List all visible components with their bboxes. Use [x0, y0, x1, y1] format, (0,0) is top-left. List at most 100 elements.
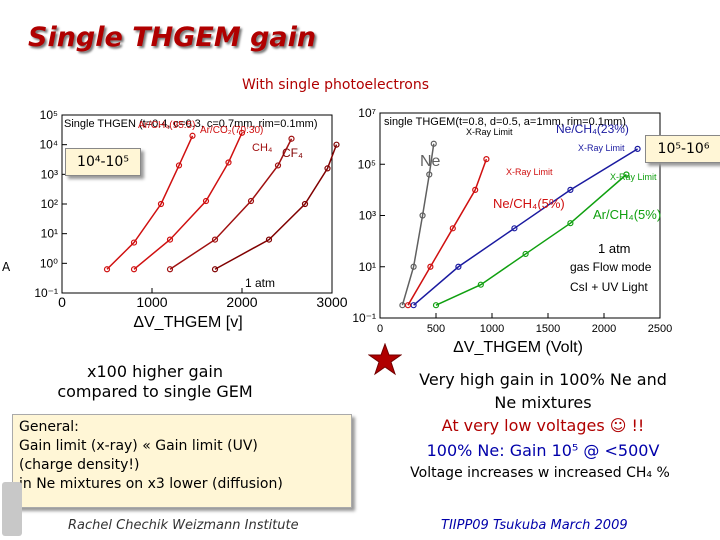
x-tick-label: 1000: [136, 294, 167, 310]
x-axis-label: ΔV_THGEM (Volt): [453, 339, 583, 356]
footer-author: Rachel Chechik Weizmann Institute: [68, 518, 299, 533]
series-label: Ar/CH₄(95:5): [138, 120, 195, 131]
gain-range-badge-left: 10⁴-10⁵: [65, 148, 141, 176]
slide-subtitle: With single photoelectrons: [242, 77, 429, 93]
data-point: [432, 302, 440, 309]
chart-annotation: X-Ray Limit: [466, 127, 513, 137]
left-note-line1: x100 higher gain: [86, 362, 224, 381]
y-tick-label: 10⁻¹: [352, 311, 376, 325]
series-label: Ar/CH₄(5%): [593, 207, 661, 222]
y-tick-label: 10⁰: [40, 256, 58, 270]
x-tick-label: 500: [427, 323, 445, 335]
data-point: [567, 186, 574, 193]
data-point: [426, 171, 433, 178]
data-point: [166, 266, 174, 273]
data-point: [567, 220, 574, 227]
data-point: [419, 212, 426, 219]
data-point: [225, 159, 232, 166]
data-point: [238, 129, 246, 136]
right-note-line2: Ne mixtures: [494, 393, 592, 412]
star-icon: [368, 343, 402, 376]
gain-range-badge-right: 10⁵-10⁶: [645, 135, 720, 163]
x-tick-label: 0: [58, 294, 66, 310]
y-tick-label: 10⁴: [39, 138, 58, 152]
series-line: [407, 158, 488, 306]
data-point: [427, 263, 434, 270]
y-tick-label: 10³: [359, 209, 376, 223]
institute-logo: [2, 482, 22, 536]
series-line: [169, 138, 293, 270]
data-point: [511, 225, 518, 232]
chart-annotation: CsI + UV Light: [570, 280, 648, 294]
data-point: [477, 281, 484, 288]
data-point: [130, 239, 138, 246]
series-label: Ar/CO₂(70:30): [200, 125, 263, 136]
x-tick-label: 2500: [648, 323, 672, 335]
chart-title: Single THGEN (t=0.4, c=0.3, c=0.7mm, rim…: [64, 118, 318, 130]
series-line: [435, 173, 627, 306]
data-point: [103, 266, 111, 273]
right-note-line4: 100% Ne: Gain 10⁵ @ <500V: [426, 441, 660, 460]
series-line: [401, 143, 435, 306]
series-label: CH₄: [252, 142, 273, 154]
data-point: [166, 236, 174, 243]
chart-annotation: X-Ray Limit: [610, 172, 657, 182]
data-point: [211, 236, 219, 243]
series-label: Ne: [420, 153, 441, 170]
data-point: [410, 302, 417, 309]
data-point: [211, 266, 219, 273]
general-line: Gain limit (x-ray) « Gain limit (UV): [19, 438, 258, 454]
right-note-line1: Very high gain in 100% Ne and: [419, 370, 667, 389]
y-tick-label: 10¹: [41, 227, 58, 241]
data-point: [265, 236, 273, 243]
data-point: [202, 197, 210, 205]
data-point: [333, 141, 340, 148]
data-point: [399, 302, 406, 309]
general-notes-box: General: Gain limit (x-ray) « Gain limit…: [12, 414, 352, 508]
x-tick-label: 2000: [226, 294, 257, 310]
left-note-line2: compared to single GEM: [57, 382, 253, 401]
slide-title: Single THGEM gain: [28, 22, 317, 53]
data-point: [483, 156, 490, 163]
x-tick-label: 3000: [316, 294, 347, 310]
y-tick-label: 10⁵: [40, 108, 58, 122]
data-point: [634, 145, 641, 152]
chart-annotation: X-Ray Limit: [506, 167, 553, 177]
y-tick-label: 10⁷: [358, 106, 376, 120]
chart-annotation: 1 atm: [598, 241, 631, 256]
x-axis-label: ΔV_THGEM [v]: [133, 314, 242, 331]
data-point: [410, 263, 417, 270]
data-point: [472, 186, 479, 193]
series-line: [106, 135, 194, 270]
data-point: [404, 302, 412, 309]
general-line: (charge density!): [19, 457, 140, 473]
x-tick-label: 0: [377, 323, 383, 335]
right-gain-chart: single THGEM(t=0.8, d=0.5, a=1mm, rim=0.…: [352, 106, 672, 356]
series-label: CF₄: [282, 146, 303, 160]
chart-annotation: gas Flow mode: [570, 260, 652, 274]
data-point: [430, 140, 437, 147]
series-line: [413, 148, 638, 306]
left-gain-chart: Single THGEN (t=0.4, c=0.3, c=0.7mm, rim…: [34, 108, 347, 331]
general-line: General:: [19, 419, 79, 435]
data-point: [449, 225, 456, 232]
data-point: [324, 165, 331, 172]
data-point: [189, 132, 196, 139]
data-point: [247, 197, 255, 205]
data-point: [522, 250, 529, 258]
y-tick-label: 10³: [41, 167, 58, 181]
series-label: Ne/CH₄(23%): [556, 122, 629, 136]
footer-conference: TIIPP09 Tsukuba March 2009: [441, 518, 628, 533]
data-point: [274, 162, 282, 169]
general-line: in Ne mixtures on x3 lower (diffusion): [19, 476, 283, 492]
series-label: Ne/CH₄(5%): [493, 196, 565, 211]
x-tick-label: 2000: [592, 323, 616, 335]
chart-annotation: 1 atm: [245, 276, 275, 290]
chart-annotation: X-Ray Limit: [578, 143, 625, 153]
y-tick-label: 10⁵: [358, 157, 376, 171]
sidebar-letter: A: [2, 260, 11, 274]
y-tick-label: 10⁻¹: [34, 286, 58, 300]
x-tick-label: 1500: [536, 323, 560, 335]
data-point: [623, 171, 630, 178]
y-tick-label: 10¹: [359, 260, 376, 274]
